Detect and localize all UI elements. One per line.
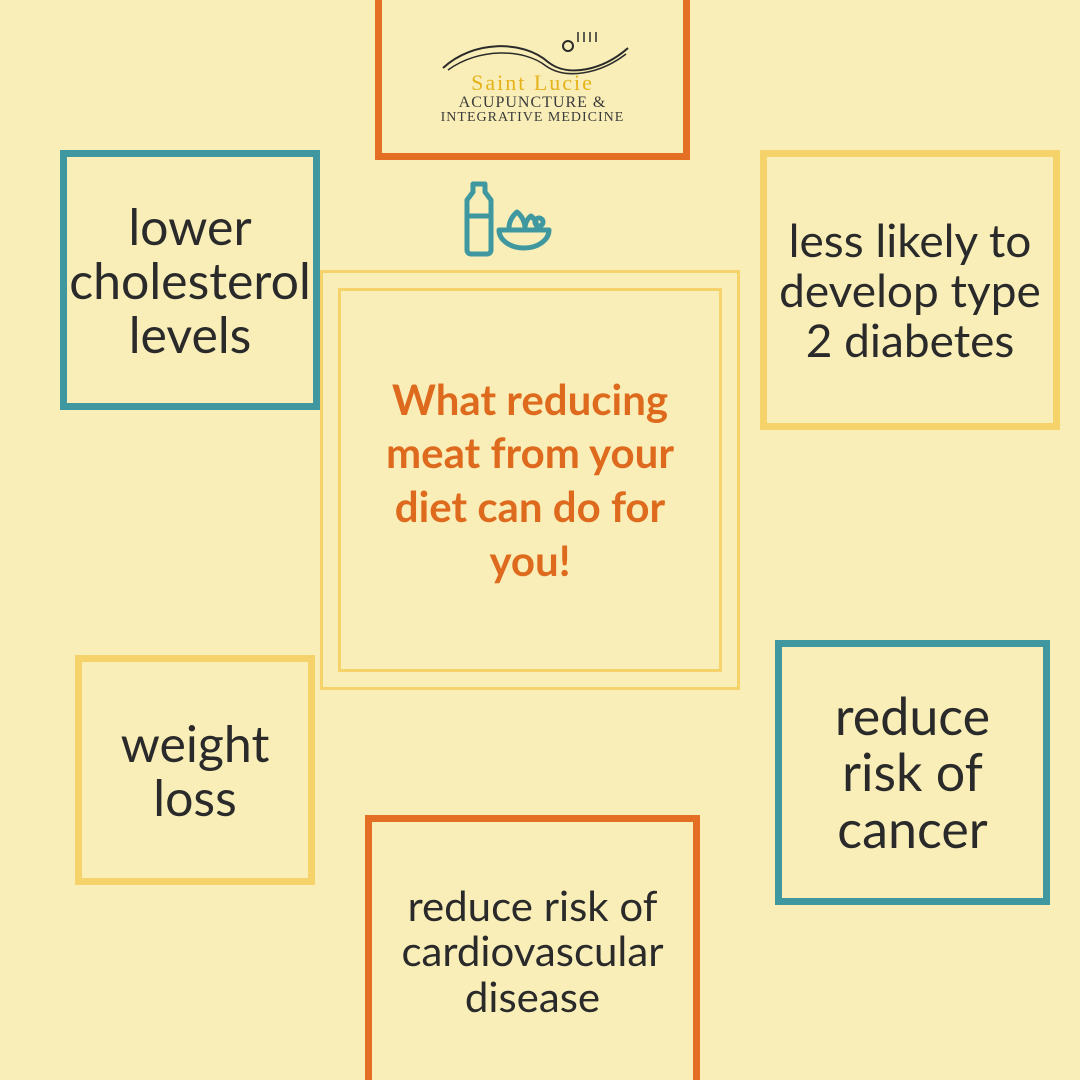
box-cholesterol: lower cholesterol levels xyxy=(60,150,320,410)
box-cancer: reduce risk of cancer xyxy=(775,640,1050,905)
box-weight: weight loss xyxy=(75,655,315,885)
logo-figure-icon xyxy=(428,28,638,76)
center-title: What reducing meat from your diet can do… xyxy=(338,288,722,672)
box-cardio: reduce risk of cardiovascular disease xyxy=(365,815,700,1080)
box-cancer-text: reduce risk of cancer xyxy=(792,688,1033,856)
food-icon xyxy=(445,178,555,263)
logo-line3: INTEGRATIVE MEDICINE xyxy=(441,110,625,126)
logo-line1: Saint Lucie xyxy=(471,70,594,96)
logo-box: Saint Lucie ACUPUNCTURE & INTEGRATIVE ME… xyxy=(375,0,690,160)
box-weight-text: weight loss xyxy=(92,716,298,824)
box-diabetes-text: less likely to develop type 2 diabetes xyxy=(777,215,1043,364)
infographic-canvas: Saint Lucie ACUPUNCTURE & INTEGRATIVE ME… xyxy=(0,0,1080,1080)
box-cholesterol-text: lower cholesterol levels xyxy=(69,199,311,361)
box-diabetes: less likely to develop type 2 diabetes xyxy=(760,150,1060,430)
box-cardio-text: reduce risk of cardiovascular disease xyxy=(382,883,683,1019)
